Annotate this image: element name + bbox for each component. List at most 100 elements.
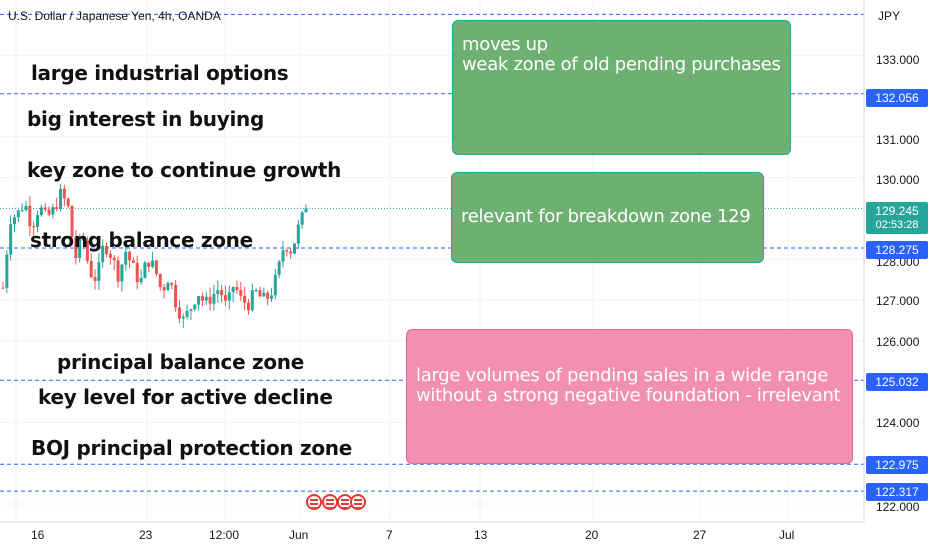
- symbol-title[interactable]: U.S. Dollar / Japanese Yen, 4h, OANDA: [8, 9, 221, 23]
- candle: [216, 290, 220, 294]
- candle: [246, 302, 250, 311]
- candle: [200, 296, 204, 301]
- candle: [212, 293, 216, 304]
- candle: [47, 209, 51, 215]
- candle: [70, 205, 74, 238]
- annotation-strong-balance-zone: strong balance zone: [30, 228, 253, 252]
- candle: [273, 274, 277, 296]
- candle: [128, 251, 132, 261]
- candle: [28, 205, 32, 227]
- candle: [55, 207, 59, 210]
- annotation-boj-protection-zone: BOJ principal protection zone: [31, 436, 353, 460]
- x-tick-label: 12:00: [209, 528, 240, 542]
- y-tick-label: 124.000: [876, 416, 920, 430]
- annotation-principal-balance-zone: principal balance zone: [57, 350, 304, 374]
- x-tick-label: Jul: [779, 528, 795, 542]
- candle: [258, 290, 262, 297]
- candle: [281, 250, 285, 262]
- annotation-key-level-decline: key level for active decline: [38, 385, 333, 409]
- candlestick-series: [1, 184, 308, 329]
- current-price-value: 129.245: [875, 204, 919, 218]
- candle: [39, 207, 43, 215]
- y-tick-label: 127.000: [876, 294, 920, 308]
- candle: [158, 273, 162, 288]
- candle: [296, 224, 300, 244]
- y-tick-label: 131.000: [876, 133, 920, 147]
- us-flag-icon[interactable]: [322, 494, 338, 510]
- candle: [254, 290, 258, 292]
- candle: [32, 226, 36, 228]
- x-tick-label: 23: [139, 528, 153, 542]
- zone-box-top-line1: moves up: [462, 34, 548, 55]
- us-flag-icon[interactable]: [306, 494, 322, 510]
- candle: [185, 310, 189, 317]
- zone-box-top[interactable]: moves up weak zone of old pending purcha…: [452, 20, 791, 155]
- currency-label: JPY: [878, 9, 901, 23]
- candle: [151, 260, 155, 267]
- candle: [112, 257, 116, 261]
- zone-box-middle-line1: relevant for breakdown zone 129: [461, 206, 751, 227]
- us-flag-icon[interactable]: [350, 494, 366, 510]
- candle: [85, 240, 89, 261]
- candle: [143, 262, 147, 278]
- candle: [174, 284, 178, 308]
- y-tick-label: 133.000: [876, 53, 920, 67]
- candle: [82, 237, 86, 241]
- candle: [59, 188, 63, 210]
- candle: [208, 296, 212, 304]
- x-tick-label: 16: [31, 528, 45, 542]
- y-tick-label: 122.000: [876, 500, 920, 514]
- candle: [5, 254, 9, 288]
- candle: [235, 287, 239, 290]
- level-label-122317: 122.317: [866, 483, 928, 501]
- candle: [120, 264, 124, 282]
- candle: [269, 295, 273, 299]
- candle: [177, 307, 181, 319]
- candle: [105, 245, 109, 255]
- candle: [9, 224, 13, 255]
- candle: [189, 309, 193, 311]
- x-tick-label: 27: [693, 528, 707, 542]
- candle: [289, 251, 293, 254]
- annotation-key-zone-growth: key zone to continue growth: [27, 158, 342, 182]
- candle: [231, 287, 235, 293]
- candle: [162, 287, 166, 291]
- candle: [124, 251, 128, 265]
- level-label-122975: 122.975: [866, 456, 928, 474]
- candle: [300, 212, 304, 225]
- candle: [285, 250, 289, 252]
- candle: [24, 205, 28, 211]
- candle: [266, 292, 270, 299]
- bar-countdown: 02:53:28: [875, 219, 919, 231]
- zone-box-top-line2: weak zone of old pending purchases: [462, 54, 781, 75]
- candle: [197, 296, 201, 305]
- candle: [250, 290, 254, 311]
- candle: [89, 260, 93, 278]
- candle: [220, 290, 224, 296]
- candle: [20, 210, 24, 212]
- candle: [181, 316, 185, 319]
- y-tick-label: 130.000: [876, 173, 920, 187]
- annotation-big-interest-in-buying: big interest in buying: [27, 107, 264, 131]
- candle: [204, 296, 208, 301]
- x-tick-label: 13: [474, 528, 488, 542]
- candle: [13, 217, 17, 225]
- candle: [223, 295, 227, 301]
- candle: [304, 208, 308, 213]
- annotation-large-industrial-options: large industrial options: [31, 61, 289, 85]
- candle: [262, 292, 266, 297]
- candle: [154, 260, 158, 274]
- candle: [277, 261, 281, 275]
- candle: [78, 237, 82, 258]
- candle: [239, 289, 243, 296]
- candle: [16, 210, 20, 218]
- candle: [1, 287, 5, 289]
- candle: [243, 295, 247, 303]
- candle: [43, 207, 47, 210]
- zone-box-bottom-line2: without a strong negative foundation - i…: [416, 385, 841, 406]
- zone-box-middle[interactable]: relevant for breakdown zone 129: [451, 172, 764, 263]
- level-label-128275: 128.275: [866, 241, 928, 259]
- zone-box-bottom[interactable]: large volumes of pending sales in a wide…: [406, 329, 853, 464]
- candle: [116, 260, 120, 282]
- candle: [62, 188, 66, 199]
